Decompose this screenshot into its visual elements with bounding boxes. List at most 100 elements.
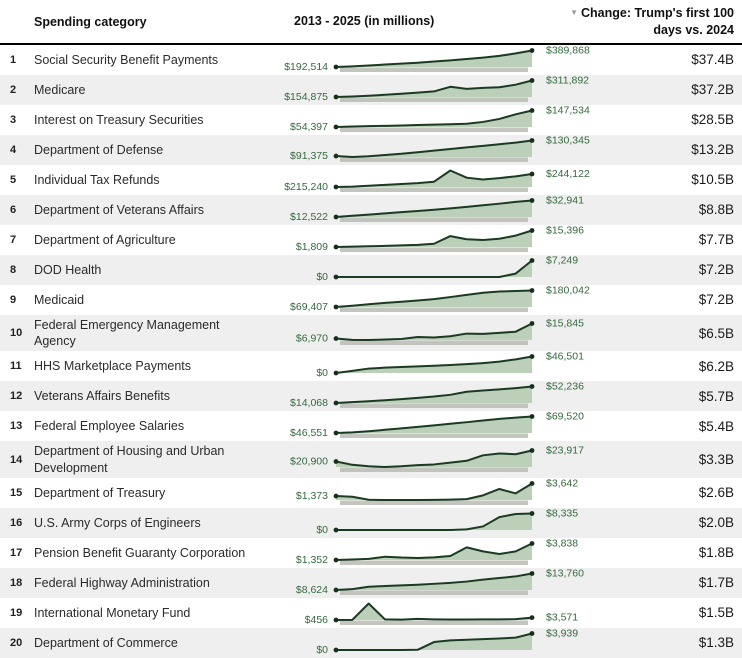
row-category: Department of Veterans Affairs [34, 202, 205, 217]
sparkline-start-value: $0 [316, 270, 328, 283]
change-header-line1: Change: Trump's first 100 [580, 6, 734, 20]
sort-descending-icon[interactable]: ▼ [570, 8, 578, 17]
row-change-value: $37.4B [691, 52, 734, 68]
row-change-value: $1.7B [698, 575, 734, 591]
sparkline-end-value: $69,520 [546, 410, 584, 423]
row-rank: 4 [10, 143, 17, 156]
table-row[interactable]: 8 DOD Health $0 $7,249 $7.2B [0, 254, 742, 285]
sparkline-cell: $46,551 $69,520 [266, 410, 616, 440]
row-rank: 18 [10, 576, 23, 589]
row-category: Federal Highway Administration [34, 575, 210, 590]
row-change-value: $7.2B [698, 292, 734, 308]
table-row[interactable]: 19 International Monetary Fund $456 $3,5… [0, 598, 742, 628]
sparkline-start-value: $456 [304, 613, 328, 626]
row-change-value: $1.3B [698, 635, 734, 651]
sparkline-start-value: $69,407 [290, 300, 328, 313]
table-row[interactable]: 2 Medicare $154,875 $311,892 $37.2B [0, 74, 742, 105]
row-rank: 13 [10, 420, 23, 433]
table-row[interactable]: 9 Medicaid $69,407 $180,042 $7.2B [0, 284, 742, 315]
row-change-value: $28.5B [691, 112, 734, 128]
sparkline-end-value: $46,501 [546, 350, 584, 363]
sparkline-end-value: $130,345 [546, 134, 590, 147]
sparkline-chart [332, 137, 542, 163]
sparkline-start-value: $0 [316, 523, 328, 536]
sparkline-cell: $456 $3,571 [266, 600, 616, 626]
row-rank: 1 [10, 53, 17, 66]
sparkline-chart [332, 287, 542, 313]
sparkline-start-value: $14,068 [290, 397, 328, 410]
sparkline-start-value: $1,809 [295, 240, 328, 253]
sparkline-chart [332, 630, 542, 656]
sparkline-end-value: $3,838 [546, 537, 579, 550]
row-category: Federal Emergency Management Agency [34, 317, 220, 348]
table-row[interactable]: 6 Department of Veterans Affairs $12,522… [0, 194, 742, 225]
sparkline-start-value: $8,624 [295, 583, 328, 596]
row-rank: 16 [10, 516, 23, 529]
row-category: Medicare [34, 82, 86, 97]
table-row[interactable]: 10 Federal Emergency Management Agency $… [0, 314, 742, 352]
sparkline-end-value: $3,939 [546, 627, 579, 640]
sparkline-cell: $12,522 $32,941 [266, 194, 616, 223]
table-row[interactable]: 1 Social Security Benefit Payments $192,… [0, 44, 742, 75]
table-row[interactable]: 14 Department of Housing and Urban Devel… [0, 441, 742, 478]
sparkline-end-value: $3,642 [546, 477, 579, 490]
row-rank: 11 [10, 360, 22, 373]
sparkline-end-value: $13,760 [546, 567, 584, 580]
sparkline-cell: $154,875 $311,892 [266, 74, 616, 103]
sparkline-cell: $0 $7,249 [266, 254, 616, 283]
row-category: Department of Treasury [34, 485, 166, 500]
table-row[interactable]: 15 Department of Treasury $1,373 $3,642 … [0, 477, 742, 508]
row-category: Interest on Treasury Securities [34, 112, 204, 127]
row-rank: 19 [10, 606, 23, 619]
sparkline-cell: $0 $3,939 [266, 627, 616, 656]
sparkline-end-value: $311,892 [546, 74, 590, 87]
table-row[interactable]: 3 Interest on Treasury Securities $54,39… [0, 104, 742, 135]
table-row[interactable]: 18 Federal Highway Administration $8,624… [0, 567, 742, 598]
row-category: Department of Defense [34, 142, 164, 157]
sparkline-end-value: $3,571 [546, 611, 579, 624]
sparkline-end-value: $180,042 [546, 284, 590, 297]
sparkline-cell: $1,373 $3,642 [266, 477, 616, 506]
table-row[interactable]: 11 HHS Marketplace Payments $0 $46,501 $… [0, 351, 742, 381]
row-category: Medicaid [34, 292, 85, 307]
table-row[interactable]: 4 Department of Defense $91,375 $130,345… [0, 134, 742, 165]
sparkline-chart [332, 383, 542, 409]
table-row[interactable]: 13 Federal Employee Salaries $46,551 $69… [0, 411, 742, 441]
row-rank: 20 [10, 636, 23, 649]
row-change-value: $5.7B [698, 388, 734, 404]
table-row[interactable]: 12 Veterans Affairs Benefits $14,068 $52… [0, 380, 742, 412]
sparkline-cell: $8,624 $13,760 [266, 567, 616, 596]
row-change-value: $1.5B [698, 605, 734, 621]
sparkline-start-value: $54,397 [290, 120, 328, 133]
row-change-value: $2.6B [698, 485, 734, 501]
row-category: Department of Agriculture [34, 232, 176, 247]
row-category: International Monetary Fund [34, 605, 191, 620]
sparkline-start-value: $215,240 [284, 180, 328, 193]
sparkline-end-value: $52,236 [546, 380, 584, 393]
sparkline-end-value: $147,534 [546, 104, 590, 117]
row-change-value: $2.0B [698, 515, 734, 531]
row-rank: 10 [10, 327, 23, 339]
table-body: 1 Social Security Benefit Payments $192,… [0, 44, 742, 658]
table-row[interactable]: 17 Pension Benefit Guaranty Corporation … [0, 537, 742, 568]
sparkline-cell: $215,240 $244,122 [266, 167, 616, 193]
row-category: Social Security Benefit Payments [34, 52, 219, 67]
sparkline-cell: $91,375 $130,345 [266, 134, 616, 163]
table-row[interactable]: 5 Individual Tax Refunds $215,240 $244,1… [0, 165, 742, 195]
sparkline-cell: $20,900 $23,917 [266, 444, 616, 473]
table-row[interactable]: 7 Department of Agriculture $1,809 $15,3… [0, 224, 742, 255]
sparkline-chart [332, 320, 542, 346]
row-category: Individual Tax Refunds [34, 172, 160, 187]
row-change-value: $5.4B [698, 418, 734, 434]
table-row[interactable]: 20 Department of Commerce $0 $3,939 $1.3… [0, 627, 742, 658]
sparkline-start-value: $1,352 [295, 553, 328, 566]
row-rank: 15 [10, 486, 23, 499]
row-category: U.S. Army Corps of Engineers [34, 515, 201, 530]
table-row[interactable]: 16 U.S. Army Corps of Engineers $0 $8,33… [0, 507, 742, 538]
row-change-value: $7.2B [698, 262, 734, 278]
change-column-header[interactable]: ▼ Change: Trump's first 100 days vs. 2024 [566, 5, 742, 39]
period-column-header: 2013 - 2025 (in millions) [294, 14, 435, 28]
sparkline-end-value: $389,868 [546, 44, 590, 57]
row-change-value: $13.2B [691, 142, 734, 158]
